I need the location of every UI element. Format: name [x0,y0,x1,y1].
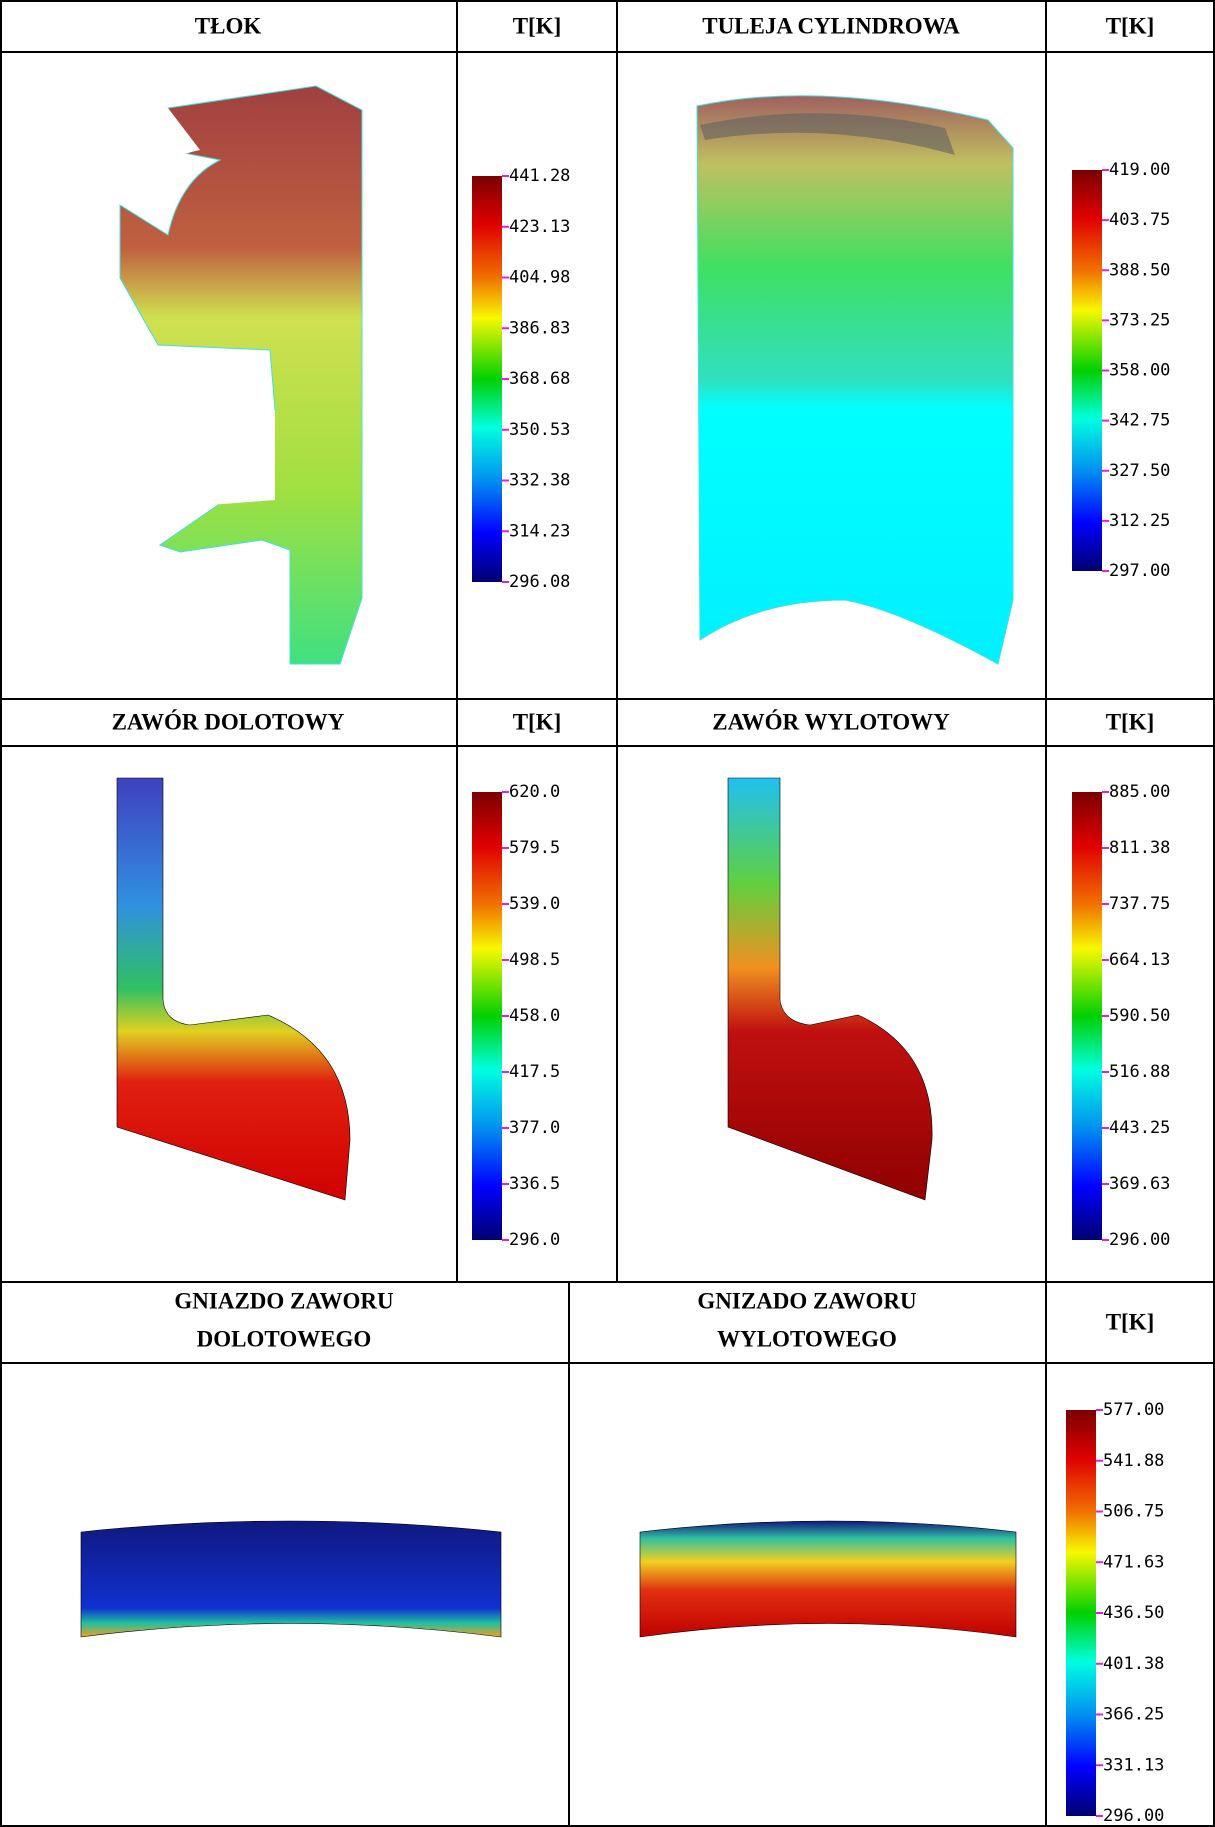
colorbar-label: 377.0 [509,1118,560,1138]
colorbar-label: 811.38 [1109,838,1170,858]
colorbar-label: 441.28 [509,166,570,186]
colorbar-label: 342.75 [1109,411,1170,431]
colorbar-label: 443.25 [1109,1118,1170,1138]
colorbar-label: 498.5 [509,950,560,970]
colorbar-label: 885.00 [1109,782,1170,802]
colorbar-label: 331.13 [1103,1755,1164,1775]
colorbar-label: 386.83 [509,318,570,338]
colorbar-label: 373.25 [1109,310,1170,330]
colorbar-label: 312.25 [1109,511,1170,531]
colorbar-label: 579.5 [509,838,560,858]
colorbar-label: 296.08 [509,572,570,592]
colorbar-label: 358.00 [1109,361,1170,381]
colorbar-label: 423.13 [509,217,570,237]
piston-image [120,86,362,664]
colorbar-label: 471.63 [1103,1552,1164,1572]
colorbar-label: 404.98 [509,268,570,288]
colorbar-label: 314.23 [509,521,570,541]
colorbar-label: 516.88 [1109,1062,1170,1082]
intake-seat-image [81,1521,501,1637]
header: TŁOK [195,13,262,38]
colorbar-label: 401.38 [1103,1654,1164,1674]
colorbar-label: 336.5 [509,1174,560,1194]
colorbar-label: 419.00 [1109,160,1170,180]
colorbar-label: 436.50 [1103,1603,1164,1623]
header: ZAWÓR WYLOTOWY [712,708,950,734]
header-unit: T[K] [513,13,562,38]
header: WYLOTOWEGO [717,1326,897,1351]
colorbar-label: 327.50 [1109,461,1170,481]
colorbar-label: 539.0 [509,894,560,914]
exhaust-valve-image [728,778,932,1200]
page: TŁOK T[K] TULEJA CYLINDROWA T[K] ZAWÓR D… [0,0,1215,1827]
colorbar [1066,1410,1096,1816]
colorbar-label: 296.00 [1109,1230,1170,1250]
colorbar-label: 620.0 [509,782,560,802]
colorbar-label: 297.00 [1109,561,1170,581]
header-unit: T[K] [1106,709,1155,734]
liner-image [697,96,1013,664]
colorbar-label: 350.53 [509,420,570,440]
header-unit: T[K] [1106,1309,1155,1334]
header: GNIAZDO ZAWORU [174,1288,394,1313]
colorbar-label: 577.00 [1103,1400,1164,1420]
colorbar-label: 737.75 [1109,894,1170,914]
colorbar [472,176,502,582]
colorbar-label: 403.75 [1109,210,1170,230]
header-unit: T[K] [1106,13,1155,38]
header: TULEJA CYLINDROWA [702,13,960,38]
header: DOLOTOWEGO [197,1326,372,1351]
header: ZAWÓR DOLOTOWY [112,708,345,734]
intake-valve-image [117,778,350,1200]
colorbar-label: 332.38 [509,471,570,491]
colorbar-label: 541.88 [1103,1451,1164,1471]
colorbar-label: 590.50 [1109,1006,1170,1026]
colorbar-label: 458.0 [509,1006,560,1026]
colorbar-label: 366.25 [1103,1705,1164,1725]
colorbar [472,792,502,1240]
colorbar-label: 506.75 [1103,1502,1164,1522]
header: GNIZADO ZAWORU [697,1288,917,1313]
colorbar [1072,792,1102,1240]
colorbar-label: 664.13 [1109,950,1170,970]
colorbar-label: 296.00 [1103,1806,1164,1826]
header-unit: T[K] [513,709,562,734]
colorbar-label: 368.68 [509,369,570,389]
colorbar-label: 296.0 [509,1230,560,1250]
colorbar-label: 388.50 [1109,260,1170,280]
colorbar-label: 417.5 [509,1062,560,1082]
exhaust-seat-image [640,1521,1016,1637]
colorbar [1072,170,1102,571]
colorbar-label: 369.63 [1109,1174,1170,1194]
